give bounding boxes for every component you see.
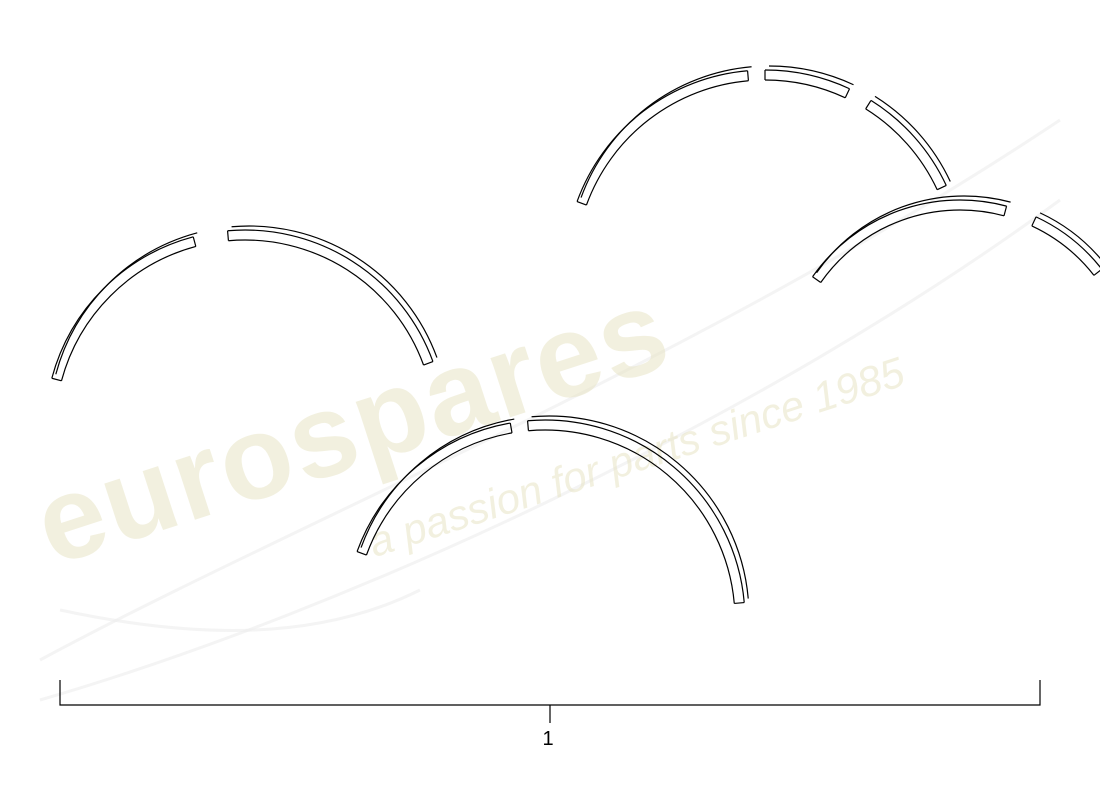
wheel-arch-segment (765, 66, 854, 98)
wheel-arch-segment (866, 96, 951, 189)
wheel-arch-segment (528, 416, 749, 603)
wheel-arch-segment (228, 226, 437, 365)
wheel-arch-segment (357, 419, 514, 555)
diagram-canvas: eurospares a passion for parts since 198… (0, 0, 1100, 800)
callout-label-1: 1 (542, 728, 553, 750)
wheel-arch-segment (577, 67, 752, 205)
parts-diagram: 1 (0, 0, 1100, 800)
wheel-arch-segment (1032, 213, 1100, 275)
wheel-arch-segment (52, 233, 197, 381)
wheel-arch-segment (813, 196, 1011, 282)
